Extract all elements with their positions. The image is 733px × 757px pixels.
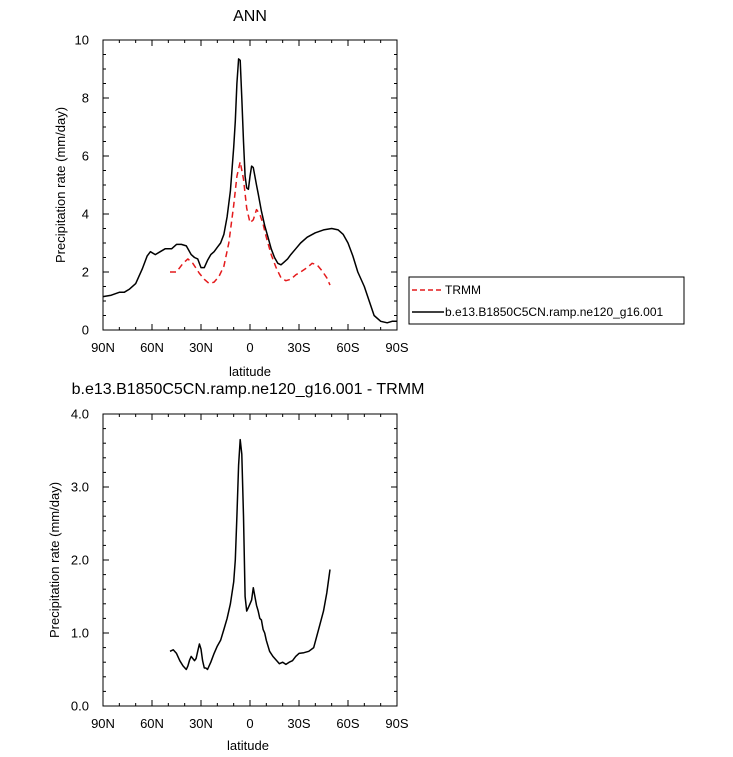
legend-box — [408, 276, 685, 325]
bottom-y-tick-label: 2.0 — [71, 553, 89, 568]
bottom-y-tick-label: 0.0 — [71, 699, 89, 714]
top-y-tick-label: 2 — [82, 265, 89, 280]
top-x-tick-label: 60N — [140, 340, 164, 355]
top-x-tick-label: 0 — [246, 340, 253, 355]
top-y-tick-label: 4 — [82, 207, 89, 222]
bottom-series-line-0 — [169, 438, 331, 671]
top-x-tick-label: 60S — [336, 340, 359, 355]
top-chart-title: ANN — [233, 8, 267, 25]
top-series-line-0 — [170, 161, 331, 286]
top-x-tick-label: 30N — [189, 340, 213, 355]
bottom-x-tick-label: 60N — [140, 716, 164, 731]
legend-label-model: b.e13.B1850C5CN.ramp.ne120_g16.001 — [445, 305, 663, 319]
legend: TRMM b.e13.B1850C5CN.ramp.ne120_g16.001 — [408, 276, 685, 325]
legend-label-trmm: TRMM — [445, 283, 481, 297]
bottom-x-axis-label: latitude — [227, 738, 269, 753]
bottom-y-tick-label: 3.0 — [71, 480, 89, 495]
top-x-tick-label: 90N — [91, 340, 115, 355]
bottom-y-tick-label: 4.0 — [71, 407, 89, 422]
top-plot-frame — [102, 39, 398, 331]
top-x-tick-label: 30S — [287, 340, 310, 355]
top-series-line-1 — [102, 58, 397, 324]
bottom-axes: 90N 60N 30N 0 30S 60S 90S 0.0 1.0 2.0 3.0 4.0 — [71, 407, 409, 732]
top-y-tick-label: 0 — [82, 323, 89, 338]
bottom-x-tick-label: 90S — [385, 716, 408, 731]
bottom-x-tick-label: 90N — [91, 716, 115, 731]
bottom-y-axis-label: Precipitation rate (mm/day) — [47, 482, 62, 638]
bottom-y-tick-label: 1.0 — [71, 626, 89, 641]
top-y-axis-label: Precipitation rate (mm/day) — [53, 107, 68, 263]
bottom-x-tick-label: 0 — [246, 716, 253, 731]
top-y-tick-label: 10 — [75, 33, 89, 48]
bottom-x-tick-label: 30S — [287, 716, 310, 731]
bottom-x-tick-label: 30N — [189, 716, 213, 731]
bottom-x-tick-label: 60S — [336, 716, 359, 731]
top-y-tick-label: 6 — [82, 149, 89, 164]
top-plot-area — [102, 58, 397, 324]
top-y-tick-label: 8 — [82, 91, 89, 106]
bottom-plot-area — [169, 438, 331, 671]
bottom-panel: b.e13.B1850C5CN.ramp.ne120_g16.001 - TRM… — [47, 381, 424, 753]
bottom-chart-title: b.e13.B1850C5CN.ramp.ne120_g16.001 - TRM… — [72, 381, 425, 398]
top-x-axis-label: latitude — [229, 364, 271, 379]
top-axes: 90N 60N 30N 0 30S 60S 90S 0 2 4 6 8 10 — [75, 33, 409, 356]
bottom-plot-frame — [102, 413, 398, 707]
top-x-tick-label: 90S — [385, 340, 408, 355]
